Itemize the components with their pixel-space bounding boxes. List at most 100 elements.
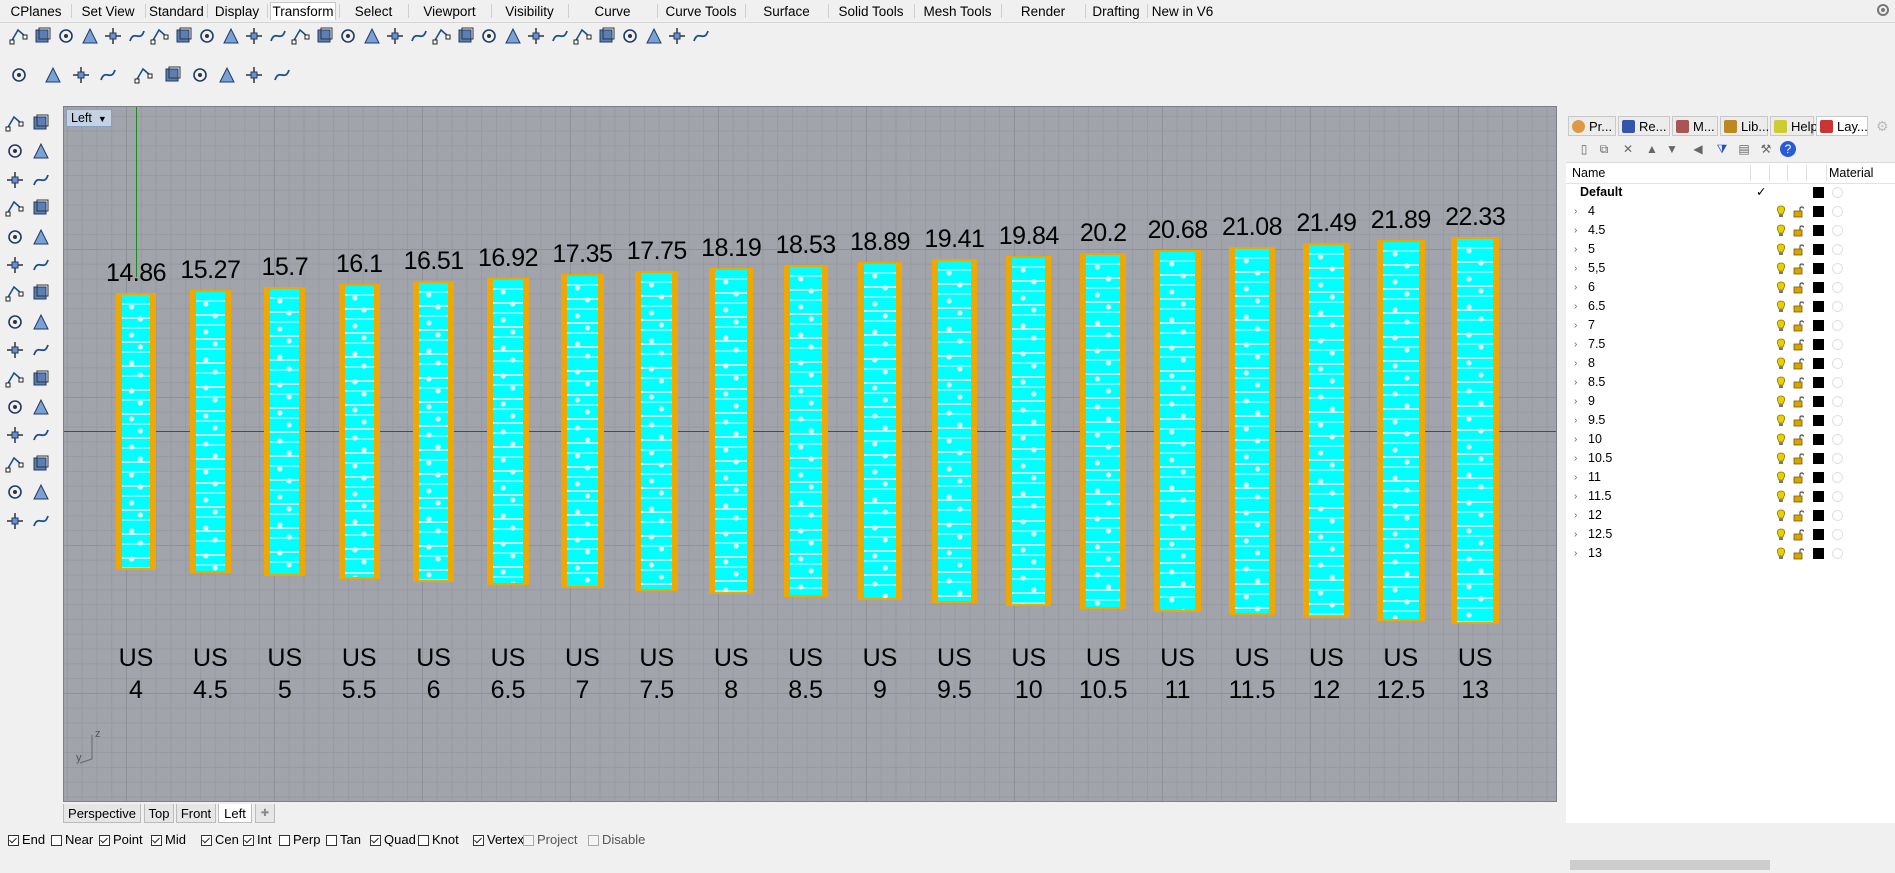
ribbon-tab-curve-tools[interactable]: Curve Tools [665, 4, 737, 19]
checkbox[interactable] [151, 835, 162, 846]
layer-row[interactable]: › 4 [1566, 202, 1895, 221]
gumball-icon[interactable] [4, 311, 26, 333]
layer-row[interactable]: › 9 [1566, 392, 1895, 411]
expand-chevron-icon[interactable]: › [1574, 510, 1578, 521]
layer-material-swatch[interactable] [1832, 282, 1843, 293]
circle-icon[interactable] [4, 169, 26, 191]
layer-color-swatch[interactable] [1813, 472, 1824, 483]
check-icon[interactable] [30, 481, 52, 503]
layer-material-swatch[interactable] [1832, 491, 1843, 502]
shoe-size-mesh[interactable] [1302, 243, 1350, 618]
polar-array-icon[interactable] [314, 25, 336, 47]
mesh-tool-icon[interactable] [4, 453, 26, 475]
panel-tab-4[interactable]: Help [1770, 116, 1818, 136]
layer-material-swatch[interactable] [1832, 339, 1843, 350]
ribbon-tab-cplanes[interactable]: CPlanes [10, 4, 62, 19]
shoe-size-mesh[interactable] [561, 274, 604, 588]
polyline-icon[interactable] [4, 140, 26, 162]
polygon-icon[interactable] [4, 226, 26, 248]
array-icon[interactable] [290, 25, 312, 47]
move-up-icon[interactable]: ▲ [1646, 142, 1658, 156]
ribbon-tab-viewport-layout[interactable]: Viewport Layout [423, 4, 476, 37]
ribbon-tab-surface-tools[interactable]: Surface Tools [763, 4, 810, 37]
lightbulb-icon[interactable] [1775, 376, 1787, 389]
layer-row[interactable]: › 6.5 [1566, 297, 1895, 316]
viewport-tab-top[interactable]: Top [144, 804, 174, 823]
layer-material-swatch[interactable] [1832, 187, 1843, 198]
checkbox[interactable] [279, 835, 290, 846]
cage-edit-icon[interactable] [478, 25, 500, 47]
layer-material-swatch[interactable] [1832, 377, 1843, 388]
layer-row[interactable]: › 10.5 [1566, 449, 1895, 468]
checkbox[interactable] [51, 835, 62, 846]
layer-color-swatch[interactable] [1813, 396, 1824, 407]
shoe-size-mesh[interactable] [264, 286, 306, 576]
osnap-end[interactable]: End [8, 832, 45, 848]
move-left-icon[interactable]: ◀ [1693, 142, 1703, 156]
checkbox[interactable] [99, 835, 110, 846]
osnap-project[interactable]: Project [523, 832, 577, 848]
layer-color-swatch[interactable] [1813, 453, 1824, 464]
ribbon-tab-visibility[interactable]: Visibility [505, 4, 554, 19]
expand-chevron-icon[interactable]: › [1574, 529, 1578, 540]
ellipse-icon[interactable] [30, 169, 52, 191]
shoe-size-mesh[interactable] [1451, 237, 1500, 624]
window-icon[interactable] [97, 64, 119, 86]
unlock-icon[interactable] [1793, 490, 1805, 503]
shoe-size-mesh[interactable] [190, 289, 231, 573]
layer-color-swatch[interactable] [1813, 206, 1824, 217]
layer-material-swatch[interactable] [1832, 358, 1843, 369]
unlock-icon[interactable] [1793, 452, 1805, 465]
layer-material-swatch[interactable] [1832, 510, 1843, 521]
shoe-size-mesh[interactable] [1228, 246, 1276, 615]
array-surface-icon[interactable] [361, 25, 383, 47]
panel-tab-0[interactable]: Pr... [1568, 116, 1616, 136]
viewport-title[interactable]: Left ▼ [66, 109, 112, 127]
dimension-icon[interactable] [30, 311, 52, 333]
stretch-icon[interactable] [408, 25, 430, 47]
scale-icon[interactable] [126, 25, 148, 47]
shoe-size-mesh[interactable] [931, 258, 977, 603]
ribbon-tab-curve-drawing[interactable]: Curve Drawing [588, 4, 638, 37]
lightbulb-icon[interactable] [1775, 528, 1787, 541]
viewport-left[interactable]: 14.86 US 4 15.27 US 4.5 15.7 US 5 16.1 US 5.5 16.51 U… [63, 106, 1557, 802]
layer-row[interactable]: › 5,5 [1566, 259, 1895, 278]
lightbulb-icon[interactable] [1775, 300, 1787, 313]
shoe-size-mesh[interactable] [1154, 249, 1201, 612]
unlock-icon[interactable] [1793, 243, 1805, 256]
paint-icon[interactable] [30, 510, 52, 532]
layer-row[interactable]: › 7 [1566, 316, 1895, 335]
layer-material-swatch[interactable] [1832, 301, 1843, 312]
layer-row[interactable]: › 8 [1566, 354, 1895, 373]
cylinder-icon[interactable] [4, 282, 26, 304]
surface-icon[interactable] [30, 226, 52, 248]
flow-icon[interactable] [243, 25, 265, 47]
cage-icon[interactable] [596, 25, 618, 47]
analyze-icon[interactable] [4, 481, 26, 503]
lightbulb-icon[interactable] [1775, 547, 1787, 560]
layer-color-swatch[interactable] [1813, 510, 1824, 521]
ribbon-tab-standard[interactable]: Standard [149, 4, 204, 19]
arc-icon[interactable] [4, 197, 26, 219]
expand-chevron-icon[interactable]: › [1574, 320, 1578, 331]
brush-icon[interactable] [243, 64, 265, 86]
horizontal-scrollbar[interactable] [1566, 857, 1895, 873]
copy-layer-icon[interactable]: ⧉ [1599, 142, 1609, 156]
setpt-icon[interactable] [572, 25, 594, 47]
lightbulb-icon[interactable] [1775, 205, 1787, 218]
expand-chevron-icon[interactable]: › [1574, 282, 1578, 293]
project-icon[interactable] [643, 25, 665, 47]
point-icon[interactable] [30, 112, 52, 134]
history-icon[interactable] [8, 64, 30, 86]
osnap-point[interactable]: Point [99, 832, 143, 848]
checkbox[interactable] [370, 835, 381, 846]
layer-color-swatch[interactable] [1813, 491, 1824, 502]
explode-tool-icon[interactable] [30, 339, 52, 361]
panel-gear-icon[interactable]: ⚙ [1876, 118, 1889, 134]
osnap-mid[interactable]: Mid [151, 832, 186, 848]
checkbox[interactable] [523, 835, 534, 846]
lightbulb-icon[interactable] [1775, 509, 1787, 522]
delete-layer-icon[interactable]: ✕ [1622, 142, 1634, 156]
splop-icon[interactable] [384, 25, 406, 47]
lightbulb-icon[interactable] [1775, 243, 1787, 256]
